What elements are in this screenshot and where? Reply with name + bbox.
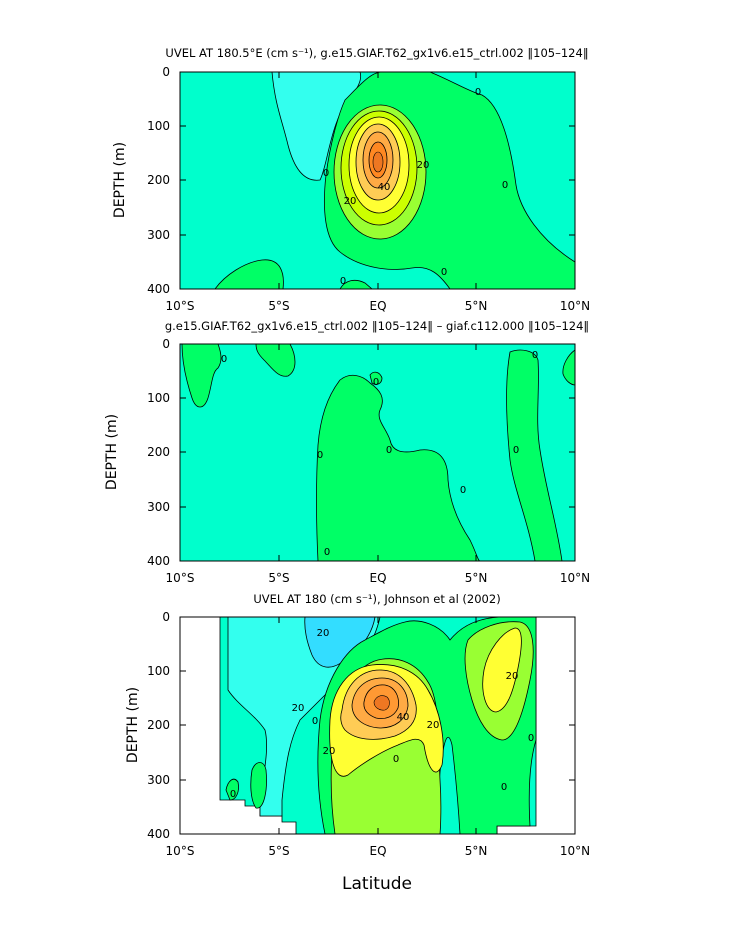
panel-1-label: 0 xyxy=(323,168,329,179)
panel-1-core xyxy=(372,151,384,173)
panel-1-label: 0 xyxy=(441,267,447,278)
panel-2-label: 0 xyxy=(221,354,227,365)
x-tick-label: 10°N xyxy=(560,299,590,313)
y-tick-label: 300 xyxy=(147,500,170,514)
panel-3-label: 0 xyxy=(312,716,318,727)
panel-3-label: 0 xyxy=(393,754,399,765)
panel-2-y-tick-labels: 0 100 200 300 400 xyxy=(147,337,170,568)
panel-2-label: 0 xyxy=(324,547,330,558)
panel-2-title: g.e15.GIAF.T62_gx1v6.e15_ctrl.002 ‖105–1… xyxy=(165,319,589,333)
x-tick-label: 10°S xyxy=(166,571,195,585)
y-tick-label: 400 xyxy=(147,827,170,841)
panel-3-label: 0 xyxy=(528,733,534,744)
panel-1-contours xyxy=(180,72,575,289)
y-tick-label: 200 xyxy=(147,173,170,187)
panel-1-negative-region xyxy=(271,72,362,181)
panel-1-ticks xyxy=(179,72,576,289)
x-tick-label: EQ xyxy=(369,844,386,858)
panel-1-x-tick-labels: 10°S 5°S EQ 5°N 10°N xyxy=(166,299,591,313)
panel-2-small-region xyxy=(255,344,296,377)
panel-2-right-region xyxy=(506,349,563,561)
x-tick-label: 10°N xyxy=(560,844,590,858)
panel-2-upper-lobe xyxy=(369,371,383,385)
panel-3-y-tick-labels: 0 100 200 300 400 xyxy=(147,610,170,841)
x-tick-label: 5°N xyxy=(465,844,488,858)
panel-3-contours xyxy=(180,617,575,834)
panel-2-label: 0 xyxy=(460,485,466,496)
panel-3-label: 0 xyxy=(501,782,507,793)
panel-2-label: 0 xyxy=(532,350,538,361)
panel-3-label: 20 xyxy=(323,746,336,757)
panel-1-label: 0 xyxy=(502,180,508,191)
panel-2-contour-labels: 0 0 0 0 0 0 0 0 xyxy=(221,350,538,558)
panel-1-title: UVEL AT 180.5°E (cm s⁻¹), g.e15.GIAF.T62… xyxy=(165,46,588,60)
panel-3-strong-westward xyxy=(304,617,376,668)
y-tick-label: 200 xyxy=(147,445,170,459)
panel-3-core xyxy=(373,695,390,711)
panel-1-label: 40 xyxy=(378,182,391,193)
panel-3-title: UVEL AT 180 (cm s⁻¹), Johnson et al (200… xyxy=(253,592,500,606)
x-tick-label: 5°N xyxy=(465,299,488,313)
panel-1-label: 20 xyxy=(344,196,357,207)
y-tick-label: 300 xyxy=(147,228,170,242)
panel-3: UVEL AT 180 (cm s⁻¹), Johnson et al (200… xyxy=(125,592,590,858)
x-tick-label: 5°S xyxy=(268,571,289,585)
panel-1-bottom-mid-region xyxy=(339,279,373,289)
y-tick-label: 100 xyxy=(147,664,170,678)
panel-2-left-region xyxy=(181,344,222,408)
x-tick-label: 10°S xyxy=(166,299,195,313)
y-tick-label: 100 xyxy=(147,119,170,133)
panel-1-label: 0 xyxy=(340,276,346,287)
panel-3-left-pocket xyxy=(225,778,239,801)
panel-3-ylabel: DEPTH (m) xyxy=(125,687,141,763)
panel-3-label: 0 xyxy=(230,789,236,800)
x-tick-label: EQ xyxy=(369,571,386,585)
panel-2-label: 0 xyxy=(317,450,323,461)
panel-2-ticks xyxy=(179,344,576,561)
x-tick-label: 5°N xyxy=(465,571,488,585)
panel-1-label: 20 xyxy=(417,160,430,171)
panel-3-label: 20 xyxy=(317,628,330,639)
y-tick-label: 400 xyxy=(147,282,170,296)
x-tick-label: 5°S xyxy=(268,299,289,313)
panel-2-right-edge-region xyxy=(562,349,575,386)
panel-1-ylabel: DEPTH (m) xyxy=(112,142,128,218)
panel-3-label: 40 xyxy=(397,712,410,723)
x-tick-label: EQ xyxy=(369,299,386,313)
panel-3-contour-labels: 20 0 20 40 20 0 20 20 0 0 0 xyxy=(230,628,534,800)
x-axis-title: Latitude xyxy=(342,874,412,894)
y-tick-label: 100 xyxy=(147,391,170,405)
panel-3-label: 20 xyxy=(292,703,305,714)
panel-3-label: 20 xyxy=(506,671,519,682)
panel-2-center-region xyxy=(316,374,481,561)
y-tick-label: 300 xyxy=(147,773,170,787)
panel-3-label: 20 xyxy=(427,720,440,731)
y-tick-label: 0 xyxy=(162,65,170,79)
panel-3-left-pocket-2 xyxy=(250,762,267,809)
panel-1-label: 0 xyxy=(475,87,481,98)
panel-2-x-tick-labels: 10°S 5°S EQ 5°N 10°N xyxy=(166,571,591,585)
panel-2-label: 0 xyxy=(373,377,379,388)
x-tick-label: 10°N xyxy=(560,571,590,585)
panel-1-bottom-left-region xyxy=(214,259,284,289)
panel-3-x-tick-labels: 10°S 5°S EQ 5°N 10°N xyxy=(166,844,591,858)
panel-1-y-tick-labels: 0 100 200 300 400 xyxy=(147,65,170,296)
y-tick-label: 200 xyxy=(147,718,170,732)
panel-2: g.e15.GIAF.T62_gx1v6.e15_ctrl.002 ‖105–1… xyxy=(104,319,590,585)
panel-1: UVEL AT 180.5°E (cm s⁻¹), g.e15.GIAF.T62… xyxy=(112,46,590,313)
panel-2-contours xyxy=(180,344,575,561)
panel-3-right-level-20 xyxy=(482,627,522,713)
panel-2-ylabel: DEPTH (m) xyxy=(104,414,120,490)
y-tick-label: 0 xyxy=(162,610,170,624)
panel-1-contour-labels: 0 20 40 20 0 0 0 0 xyxy=(323,87,508,287)
x-tick-label: 10°S xyxy=(166,844,195,858)
y-tick-label: 0 xyxy=(162,337,170,351)
y-tick-label: 400 xyxy=(147,554,170,568)
panel-2-label: 0 xyxy=(513,445,519,456)
panel-3-ticks xyxy=(179,617,576,834)
panel-2-label: 0 xyxy=(386,445,392,456)
x-tick-label: 5°S xyxy=(268,844,289,858)
